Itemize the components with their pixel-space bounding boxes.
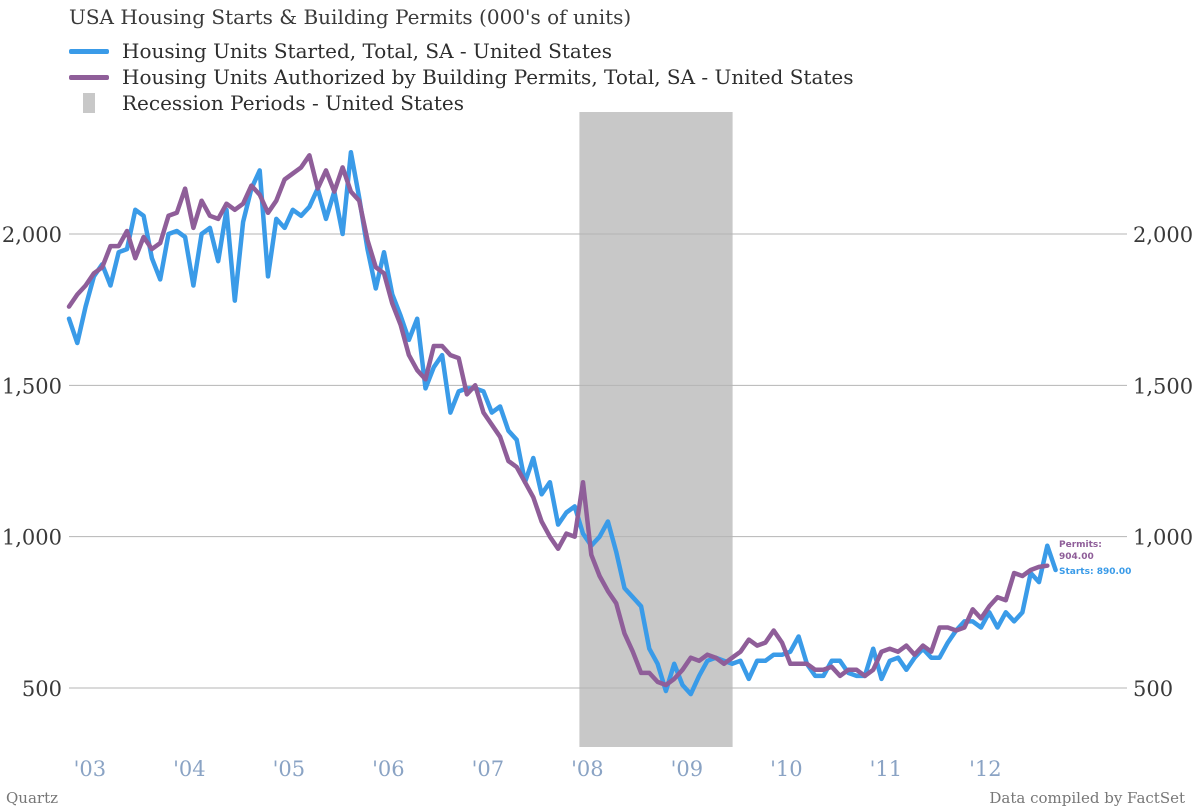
series-group (66, 150, 1058, 697)
end-annotations: Permits: 904.00 Starts: 890.00 (1059, 540, 1131, 577)
x-tick-label: '05 (273, 757, 306, 781)
legend-item-permits: Housing Units Authorized by Building Per… (69, 64, 854, 90)
x-tick-label: '10 (770, 757, 803, 781)
x-tick-label: '11 (870, 757, 903, 781)
legend-swatch-recession (83, 93, 95, 113)
x-tick-label: '12 (969, 757, 1002, 781)
starts-annotation: Starts: 890.00 (1059, 567, 1131, 577)
y-tick-label-left: 1,500 (2, 374, 62, 398)
legend-swatch-starts (69, 48, 109, 54)
x-tick-label: '04 (173, 757, 206, 781)
y-tick-label-right: 1,000 (1133, 526, 1193, 550)
legend-label-recession: Recession Periods - United States (122, 91, 465, 115)
recession-band (579, 112, 733, 747)
legend: Housing Units Started, Total, SA - Unite… (69, 38, 854, 116)
series-line-permits (66, 153, 1050, 688)
y-tick-label-left: 1,000 (2, 526, 62, 550)
legend-item-starts: Housing Units Started, Total, SA - Unite… (69, 38, 854, 64)
y-tick-label-left: 2,000 (2, 223, 62, 247)
x-tick-label: '09 (671, 757, 704, 781)
permits-annotation-value: 904.00 (1059, 552, 1094, 562)
y-axis-right: 500 1,000 1,500 2,000 (1133, 223, 1193, 701)
x-tick-label: '07 (472, 757, 505, 781)
legend-label-permits: Housing Units Authorized by Building Per… (122, 65, 854, 89)
permits-annotation-label: Permits: (1059, 540, 1102, 550)
x-tick-label: '03 (74, 757, 107, 781)
x-tick-label: '08 (571, 757, 604, 781)
legend-item-recession: Recession Periods - United States (69, 90, 854, 116)
y-tick-label-right: 500 (1133, 677, 1173, 701)
chart-title: USA Housing Starts & Building Permits (0… (69, 5, 632, 29)
source-credit: Quartz (6, 789, 59, 807)
x-tick-label: '06 (372, 757, 405, 781)
gridlines (69, 233, 1127, 689)
legend-swatch-permits (69, 74, 109, 80)
y-axis-left: 500 1,000 1,500 2,000 (2, 223, 62, 701)
series-line-starts (66, 150, 1058, 697)
data-source: Data compiled by FactSet (989, 789, 1185, 807)
legend-label-starts: Housing Units Started, Total, SA - Unite… (122, 39, 612, 63)
y-tick-label-left: 500 (22, 677, 62, 701)
y-tick-label-right: 2,000 (1133, 223, 1193, 247)
recession-band-group (579, 112, 733, 747)
x-axis: '03 '04 '05 '06 '07 '08 '09 '10 '11 '12 (74, 757, 1002, 781)
y-tick-label-right: 1,500 (1133, 374, 1193, 398)
